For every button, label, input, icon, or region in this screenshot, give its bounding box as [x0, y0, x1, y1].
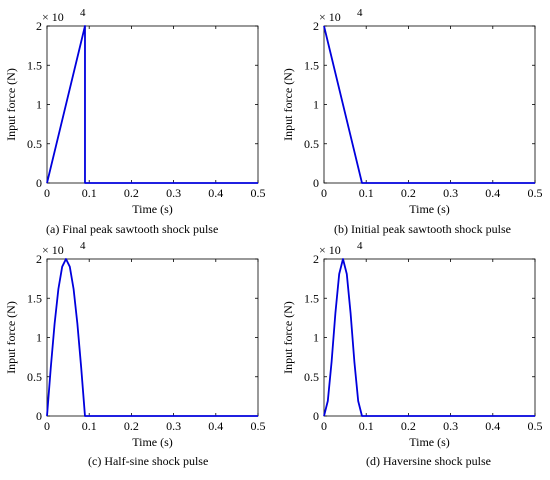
- y-tick-label: 1: [313, 331, 319, 345]
- axis-multiplier-b: × 10: [319, 10, 341, 24]
- x-tick-label: 0.4: [208, 186, 223, 200]
- series-line-b-0: [323, 25, 535, 184]
- y-tick-label: 0.5: [27, 370, 42, 384]
- y-tick-label: 1.5: [27, 58, 42, 72]
- x-axis-label-b: Time (s): [409, 202, 450, 216]
- y-tick-label: 2: [313, 19, 319, 33]
- y-tick-label: 0.5: [27, 137, 42, 151]
- series-line-a-0: [46, 25, 258, 184]
- chart-panel-a: 0 0.1 0.2 0.3 0.4 0.5 0 0.5 1 1.5 2× 10 4 Time (s) In…: [4, 7, 266, 216]
- y-axis-label-b: Input force (N): [281, 68, 295, 141]
- y-tick-label: 0: [313, 409, 319, 423]
- axis-multiplier-c: × 10: [42, 243, 64, 257]
- axis-multiplier-d: × 10: [319, 243, 341, 257]
- axis-exponent-d: 4: [357, 240, 363, 252]
- y-axis-label-a: Input force (N): [4, 68, 18, 141]
- plot-frame-d: [323, 258, 536, 417]
- y-tick-label: 1.5: [304, 291, 319, 305]
- y-tick-label: 0: [313, 176, 319, 190]
- y-tick-label: 1: [36, 98, 42, 112]
- x-tick-label: 0: [44, 186, 50, 200]
- axis-exponent-c: 4: [80, 240, 86, 252]
- caption-d: (d) Haversine shock pulse: [366, 454, 491, 468]
- y-tick-label: 1.5: [27, 291, 42, 305]
- x-tick-label: 0: [321, 186, 327, 200]
- y-tick-label: 1: [313, 98, 319, 112]
- x-tick-label: 0.2: [124, 186, 139, 200]
- axis-exponent-a: 4: [80, 7, 86, 19]
- series-line-d-0: [323, 258, 535, 417]
- x-tick-label: 0.1: [82, 419, 97, 433]
- x-axis-label-c: Time (s): [132, 435, 173, 449]
- y-tick-label: 2: [36, 252, 42, 266]
- x-tick-label: 0.5: [251, 186, 266, 200]
- caption-a: (a) Final peak sawtooth shock pulse: [46, 222, 219, 236]
- x-tick-label: 0.1: [82, 186, 97, 200]
- x-tick-label: 0: [44, 419, 50, 433]
- y-tick-label: 1: [36, 331, 42, 345]
- x-tick-label: 0: [321, 419, 327, 433]
- series-line-c-0: [46, 258, 258, 417]
- x-tick-label: 0.2: [401, 419, 416, 433]
- x-tick-label: 0.2: [124, 419, 139, 433]
- x-tick-label: 0.1: [359, 419, 374, 433]
- axis-multiplier-a: × 10: [42, 10, 64, 24]
- x-tick-label: 0.5: [528, 419, 543, 433]
- x-tick-label: 0.4: [485, 186, 500, 200]
- y-tick-label: 0: [36, 176, 42, 190]
- x-axis-label-d: Time (s): [409, 435, 450, 449]
- y-tick-label: 0.5: [304, 370, 319, 384]
- x-tick-label: 0.3: [166, 186, 181, 200]
- y-tick-label: 0.5: [304, 137, 319, 151]
- y-tick-label: 2: [313, 252, 319, 266]
- y-axis-label-d: Input force (N): [281, 301, 295, 374]
- caption-b: (b) Initial peak sawtooth shock pulse: [334, 222, 511, 236]
- x-tick-label: 0.5: [251, 419, 266, 433]
- x-axis-label-a: Time (s): [132, 202, 173, 216]
- axis-exponent-b: 4: [357, 7, 363, 19]
- x-tick-label: 0.3: [443, 186, 458, 200]
- x-tick-label: 0.3: [443, 419, 458, 433]
- chart-panel-d: 0 0.1 0.2 0.3 0.4 0.5 0 0.5 1 1.5 2× 10 4 Time (s) In…: [281, 240, 543, 449]
- x-tick-label: 0.2: [401, 186, 416, 200]
- chart-panel-c: 0 0.1 0.2 0.3 0.4 0.5 0 0.5 1 1.5 2× 10 4 Time (s) In…: [4, 240, 266, 449]
- x-tick-label: 0.3: [166, 419, 181, 433]
- x-tick-label: 0.4: [485, 419, 500, 433]
- chart-panel-b: 0 0.1 0.2 0.3 0.4 0.5 0 0.5 1 1.5 2× 10 4 Time (s) In…: [281, 7, 543, 216]
- caption-c: (c) Half-sine shock pulse: [88, 454, 209, 468]
- y-tick-label: 1.5: [304, 58, 319, 72]
- x-tick-label: 0.1: [359, 186, 374, 200]
- y-tick-label: 0: [36, 409, 42, 423]
- y-axis-label-c: Input force (N): [4, 301, 18, 374]
- x-tick-label: 0.5: [528, 186, 543, 200]
- y-tick-label: 2: [36, 19, 42, 33]
- x-tick-label: 0.4: [208, 419, 223, 433]
